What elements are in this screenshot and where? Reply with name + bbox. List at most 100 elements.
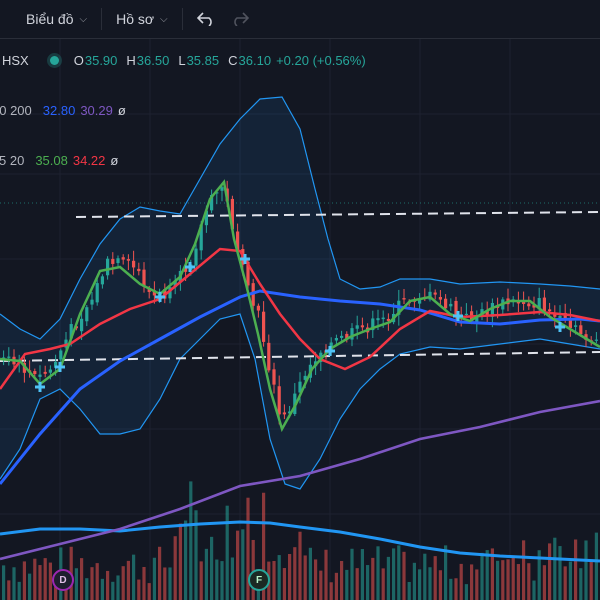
ma50-value: 32.80 <box>42 103 76 118</box>
volume-bar <box>418 569 422 600</box>
candle-body <box>558 315 562 319</box>
candle-body <box>95 283 99 303</box>
volume-bar <box>189 481 193 600</box>
volume-bar <box>194 510 198 600</box>
candle-body <box>204 210 208 226</box>
dividend-marker-label: D <box>59 574 67 586</box>
candle-body <box>137 268 141 272</box>
volume-bar <box>376 546 380 600</box>
hide-indicator-icon[interactable]: ø <box>117 103 126 118</box>
undo-button[interactable] <box>189 4 223 34</box>
chevron-down-icon: ⌵ <box>160 13 168 25</box>
volume-bar <box>43 558 47 600</box>
volume-bar <box>558 546 562 600</box>
candle-body <box>522 301 526 304</box>
financial-report-marker[interactable]: F <box>248 569 270 591</box>
candle-body <box>438 297 442 300</box>
volume-bar <box>397 545 401 600</box>
candle-body <box>230 198 234 230</box>
volume-bar <box>173 536 177 600</box>
candle-body <box>542 297 546 312</box>
candle-body <box>215 192 219 194</box>
volume-bar <box>464 584 468 600</box>
volume-bar <box>121 566 125 600</box>
candle-body <box>553 313 557 317</box>
candle-body <box>350 328 354 340</box>
candle-body <box>168 287 172 299</box>
candle-body <box>355 325 359 329</box>
candle-body <box>574 325 578 327</box>
volume-bar <box>262 492 266 600</box>
chart-area[interactable]: HSX O 35.90 H 36.50 L 35.85 C 36.10 +0.20 (+… <box>0 39 600 600</box>
ma-short-legend[interactable]: 5 20 35.08 34.22 ø <box>0 153 118 168</box>
bollinger-upper <box>0 96 600 340</box>
redo-button[interactable] <box>223 4 257 34</box>
candle-body <box>485 310 489 316</box>
volume-bar <box>319 570 323 600</box>
candle-body <box>38 374 42 377</box>
volume-bar <box>28 573 32 600</box>
volume-bar <box>574 539 578 600</box>
candle-body <box>584 334 588 340</box>
volume-bar <box>324 549 328 600</box>
volume-bar <box>241 529 245 600</box>
volume-bar <box>428 567 432 600</box>
volume-bar <box>246 497 250 600</box>
volume-bar <box>485 550 489 600</box>
candle-body <box>54 361 58 368</box>
symbol-exchange: HSX <box>2 53 29 68</box>
volume-bar <box>355 568 359 600</box>
candle-body <box>532 305 536 308</box>
volume-bar <box>345 569 349 600</box>
volume-bar <box>501 560 505 600</box>
dividend-marker[interactable]: D <box>52 569 74 591</box>
volume-bar <box>542 565 546 600</box>
moving-averages <box>0 179 600 561</box>
volume-bar <box>334 572 338 600</box>
volume-bar <box>85 578 89 600</box>
candle-body <box>563 312 567 321</box>
candle-body <box>210 194 214 211</box>
price-chart[interactable] <box>0 39 600 600</box>
candle-body <box>548 309 552 312</box>
candle-body <box>7 356 11 358</box>
volume-bar <box>48 562 52 600</box>
ma200-line <box>0 399 600 561</box>
candle-body <box>90 299 94 305</box>
candle-body <box>121 257 125 260</box>
close-value: 36.10 <box>238 53 272 68</box>
volume-bar <box>303 555 307 600</box>
candle-body <box>381 317 385 320</box>
undo-icon <box>196 12 212 26</box>
volume-bar <box>366 565 370 600</box>
profile-menu-button[interactable]: Hồ sơ ⌵ <box>108 4 176 34</box>
candle-body <box>147 288 151 292</box>
horizontal-levels <box>0 211 600 362</box>
volume-bar <box>230 557 234 600</box>
volume-bars <box>0 481 600 600</box>
candle-body <box>48 369 52 373</box>
toolbar-divider <box>101 8 103 30</box>
volume-bar <box>90 567 94 600</box>
volume-bar <box>407 581 411 600</box>
ma-long-legend[interactable]: 50 200 32.80 30.29 ø <box>0 103 126 118</box>
volume-bar <box>480 552 484 600</box>
volume-bar <box>454 578 458 600</box>
candle-body <box>568 319 572 328</box>
candle-body <box>444 298 448 309</box>
candle-body <box>33 371 37 375</box>
volume-bar <box>298 531 302 600</box>
volume-bar <box>38 565 42 600</box>
high-value: 36.50 <box>136 53 170 68</box>
candle-body <box>376 318 380 321</box>
volume-bar <box>215 559 219 600</box>
volume-bar <box>527 563 531 600</box>
volume-bar <box>459 563 463 600</box>
volume-bar <box>22 561 26 600</box>
chart-menu-button[interactable]: Biểu đồ ⌵ <box>18 4 95 34</box>
hide-indicator-icon[interactable]: ø <box>110 153 119 168</box>
volume-bar <box>225 505 229 600</box>
volume-bar <box>184 520 188 600</box>
candle-body <box>64 339 68 348</box>
candle-body <box>272 369 276 385</box>
